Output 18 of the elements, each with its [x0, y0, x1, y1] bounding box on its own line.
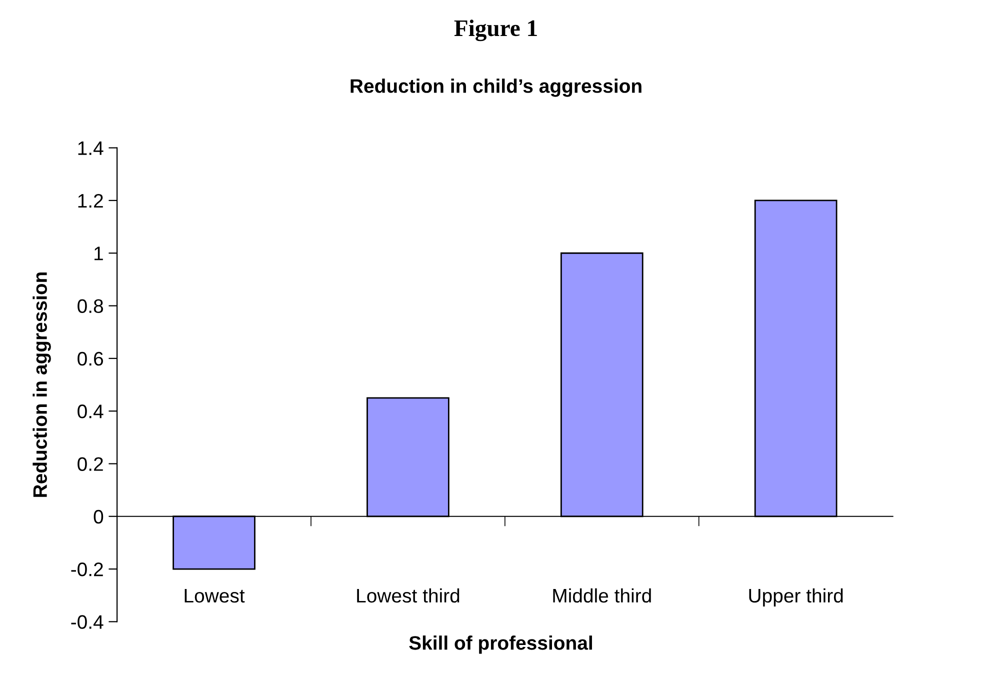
y-tick-label: 0.2 — [78, 457, 103, 471]
y-tick-label: 1 — [94, 246, 103, 260]
y-tick-label: 0.8 — [78, 299, 104, 314]
y-tick-label: 0.6 — [78, 352, 104, 366]
x-tick-label: Lowest — [184, 589, 245, 603]
y-tick-label: 0 — [94, 510, 104, 524]
y-tick-label: 0.4 — [78, 404, 104, 418]
y-axis-title: Reduction in aggression — [32, 272, 51, 497]
x-tick-label: Lowest third — [357, 588, 460, 603]
x-tick-label: Middle third — [553, 588, 651, 603]
x-axis-title: Skill of professional — [409, 636, 592, 654]
x-tick-label: Upper third — [749, 588, 843, 606]
y-tick-label: 1.2 — [78, 194, 103, 208]
y-tick-label: 1.4 — [78, 141, 104, 155]
y-tick-label: -0.4 — [71, 615, 104, 629]
chart-title: Figure 1 — [454, 20, 537, 42]
chart-subtitle: Reduction in child’s aggression — [350, 78, 642, 97]
y-tick-label: -0.2 — [71, 562, 103, 576]
